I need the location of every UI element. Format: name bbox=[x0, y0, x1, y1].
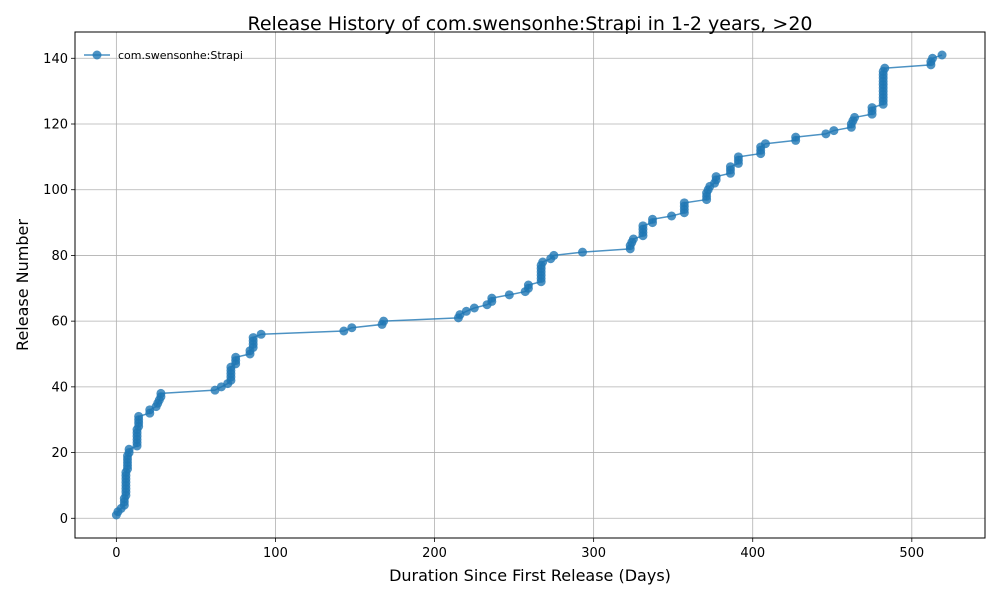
y-tick-label: 140 bbox=[43, 52, 68, 67]
data-point bbox=[578, 247, 587, 257]
data-point bbox=[791, 132, 801, 142]
data-point bbox=[339, 326, 349, 336]
data-point bbox=[156, 388, 166, 398]
y-axis-ticks: 0 20 40 60 80 100 120 140 bbox=[43, 52, 75, 527]
chart-title: Release History of com.swensonhe:Strapi … bbox=[248, 13, 813, 35]
series-layer bbox=[111, 50, 947, 520]
data-point bbox=[733, 152, 743, 162]
y-axis-label: Release Number bbox=[13, 219, 32, 351]
y-tick-label: 120 bbox=[43, 118, 68, 133]
data-point bbox=[124, 444, 134, 454]
data-point bbox=[760, 139, 770, 149]
data-point bbox=[937, 50, 947, 60]
y-tick-label: 60 bbox=[51, 315, 68, 330]
data-point bbox=[379, 316, 389, 326]
x-tick-label: 400 bbox=[740, 546, 765, 561]
data-point bbox=[821, 129, 831, 139]
x-tick-label: 200 bbox=[422, 546, 447, 561]
data-point bbox=[347, 323, 357, 333]
data-point bbox=[504, 290, 514, 300]
data-point bbox=[487, 293, 497, 303]
y-tick-label: 80 bbox=[51, 249, 68, 264]
y-tick-label: 40 bbox=[51, 380, 68, 395]
legend-marker bbox=[92, 50, 102, 60]
data-point bbox=[549, 250, 559, 260]
x-tick-label: 0 bbox=[112, 546, 120, 561]
data-point bbox=[648, 214, 657, 224]
data-point bbox=[523, 280, 533, 290]
data-point bbox=[134, 411, 144, 421]
data-point bbox=[638, 221, 648, 231]
data-point bbox=[256, 329, 266, 339]
x-axis-label: Duration Since First Release (Days) bbox=[389, 566, 671, 585]
x-axis-ticks: 0 100 200 300 400 500 bbox=[112, 538, 924, 561]
data-point bbox=[231, 352, 241, 362]
data-point bbox=[461, 306, 471, 316]
data-point bbox=[829, 126, 839, 136]
data-point bbox=[867, 103, 877, 113]
data-point bbox=[628, 234, 638, 244]
y-tick-label: 0 bbox=[60, 512, 68, 527]
data-point bbox=[880, 63, 890, 73]
y-tick-label: 20 bbox=[51, 446, 68, 461]
plot-frame bbox=[74, 31, 986, 539]
data-point bbox=[725, 162, 735, 172]
data-point bbox=[711, 172, 721, 182]
data-point bbox=[928, 53, 937, 63]
grid bbox=[75, 32, 985, 538]
data-point bbox=[850, 112, 860, 122]
legend-label: com.swensonhe:Strapi bbox=[118, 49, 243, 62]
x-tick-label: 500 bbox=[899, 546, 924, 561]
legend: com.swensonhe:Strapi bbox=[84, 49, 243, 62]
x-tick-label: 300 bbox=[581, 546, 606, 561]
data-point bbox=[469, 303, 479, 313]
data-point bbox=[679, 198, 689, 208]
x-tick-label: 100 bbox=[263, 546, 288, 561]
data-point bbox=[667, 211, 677, 221]
data-point bbox=[538, 257, 548, 267]
y-tick-label: 100 bbox=[43, 183, 68, 198]
data-point bbox=[248, 333, 258, 343]
